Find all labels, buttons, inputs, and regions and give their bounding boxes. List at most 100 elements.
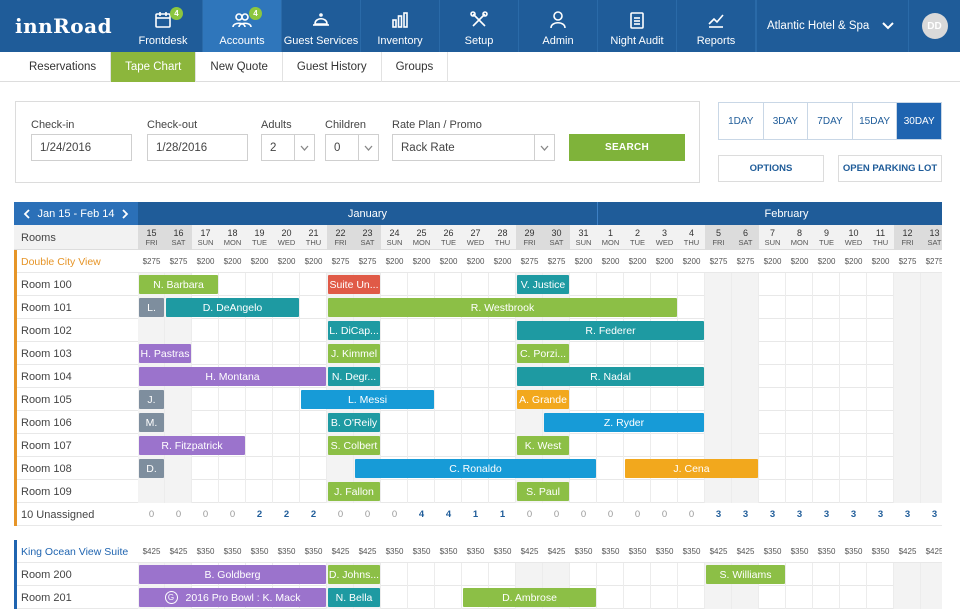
grid-cell[interactable] [273,411,300,434]
grid-cell[interactable] [489,480,516,503]
room-name[interactable]: Room 108 [21,462,72,475]
unassigned-count[interactable]: 2 [256,509,263,520]
grid-cell[interactable] [489,563,516,586]
grid-cell[interactable] [570,563,597,586]
grid-cell[interactable] [435,319,462,342]
grid-cell[interactable] [894,388,921,411]
reservation-bar[interactable]: S. Paul [517,482,569,501]
grid-cell[interactable] [300,586,327,609]
grid-cell[interactable] [894,319,921,342]
grid-cell[interactable] [138,319,165,342]
reservation-bar[interactable]: Z. Ryder [544,413,704,432]
grid-cell[interactable] [624,563,651,586]
grid-cell[interactable] [192,273,219,296]
reservation-bar[interactable]: R. Westbrook [328,298,677,317]
grid-cell[interactable] [786,365,813,388]
grid-cell[interactable] [624,273,651,296]
grid-cell[interactable] [813,365,840,388]
grid-cell[interactable] [273,273,300,296]
grid-cell[interactable] [408,480,435,503]
reservation-bar[interactable]: N. Bella [328,588,380,607]
room-name[interactable]: Room 105 [21,393,72,406]
grid-cell[interactable] [597,388,624,411]
reservation-bar[interactable]: K. West [517,436,569,455]
grid-cell[interactable] [273,480,300,503]
grid-cell[interactable] [489,319,516,342]
room-name[interactable]: Room 109 [21,485,72,498]
grid-cell[interactable] [759,296,786,319]
grid-cell[interactable] [489,434,516,457]
grid-cell[interactable] [246,273,273,296]
grid-cell[interactable] [192,319,219,342]
grid-cell[interactable] [381,319,408,342]
nav-item-reports[interactable]: Reports [677,0,756,52]
reservation-bar[interactable]: R. Federer [517,321,704,340]
grid-cell[interactable] [300,342,327,365]
grid-cell[interactable] [921,319,942,342]
grid-cell[interactable] [786,296,813,319]
unassigned-count[interactable]: 3 [715,509,722,520]
grid-cell[interactable] [273,457,300,480]
grid-cell[interactable] [759,342,786,365]
grid-cell[interactable] [246,388,273,411]
grid-cell[interactable] [300,563,327,586]
grid-cell[interactable] [246,434,273,457]
grid-cell[interactable] [597,480,624,503]
grid-cell[interactable] [570,273,597,296]
grid-cell[interactable] [597,586,624,609]
grid-cell[interactable] [624,434,651,457]
range-30-day-button[interactable]: 30 DAY [897,103,941,139]
grid-cell[interactable] [705,480,732,503]
grid-cell[interactable] [894,563,921,586]
grid-cell[interactable] [219,342,246,365]
reservation-bar[interactable]: M. [139,413,164,432]
unassigned-count[interactable]: 0 [661,509,668,520]
grid-cell[interactable] [867,586,894,609]
grid-cell[interactable] [813,457,840,480]
room-name[interactable]: Room 200 [21,568,72,581]
grid-cell[interactable] [759,319,786,342]
hotel-selector[interactable]: Atlantic Hotel & Spa [756,0,908,52]
grid-cell[interactable] [705,586,732,609]
grid-cell[interactable] [543,563,570,586]
grid-cell[interactable] [624,388,651,411]
grid-cell[interactable] [921,563,942,586]
grid-cell[interactable] [867,365,894,388]
grid-cell[interactable] [651,342,678,365]
reservation-bar[interactable]: D. Ambrose [463,588,596,607]
room-name[interactable]: Room 103 [21,347,72,360]
grid-cell[interactable] [732,434,759,457]
grid-cell[interactable] [786,411,813,434]
unassigned-count[interactable]: 4 [445,509,452,520]
grid-cell[interactable] [678,319,705,342]
grid-cell[interactable] [462,319,489,342]
unassigned-count[interactable]: 3 [850,509,857,520]
grid-cell[interactable] [813,342,840,365]
grid-cell[interactable] [597,457,624,480]
tab-tape-chart[interactable]: Tape Chart [111,52,197,82]
grid-cell[interactable] [489,388,516,411]
reservation-bar[interactable]: J. Kimmel [328,344,380,363]
search-button[interactable]: SEARCH [569,134,685,161]
grid-cell[interactable] [921,296,942,319]
grid-cell[interactable] [192,342,219,365]
grid-cell[interactable] [219,480,246,503]
grid-cell[interactable] [759,457,786,480]
grid-cell[interactable] [570,388,597,411]
grid-cell[interactable] [165,411,192,434]
unassigned-count[interactable]: 3 [823,509,830,520]
unassigned-count[interactable]: 0 [202,509,209,520]
grid-cell[interactable] [786,342,813,365]
reservation-bar[interactable]: S. Colbert [328,436,380,455]
grid-cell[interactable] [651,296,678,319]
grid-cell[interactable] [165,480,192,503]
grid-cell[interactable] [435,411,462,434]
grid-cell[interactable] [597,342,624,365]
grid-cell[interactable] [300,273,327,296]
grid-cell[interactable] [705,434,732,457]
grid-cell[interactable] [381,434,408,457]
grid-cell[interactable] [786,388,813,411]
grid-cell[interactable] [786,457,813,480]
grid-cell[interactable] [246,480,273,503]
grid-cell[interactable] [732,365,759,388]
